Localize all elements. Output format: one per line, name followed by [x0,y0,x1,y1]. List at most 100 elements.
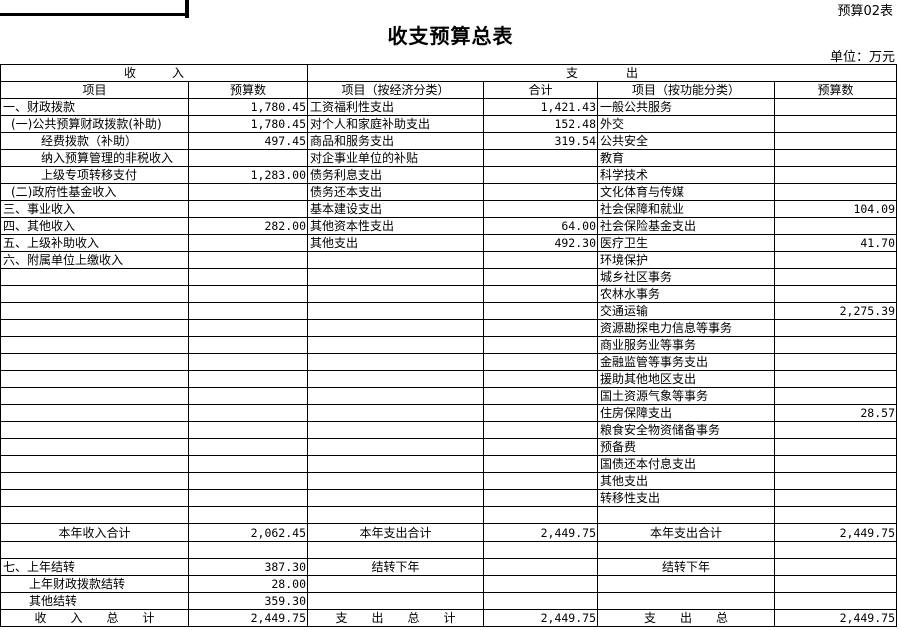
income-item-cell[interactable]: 一、财政拨款 [0,98,189,116]
func-amount-cell[interactable] [774,558,897,576]
econ-total-cell[interactable] [483,353,598,371]
econ-item-cell[interactable] [307,541,484,559]
econ-total-cell[interactable]: 1,421.43 [483,98,598,116]
income-item-cell[interactable] [0,421,189,439]
econ-item-cell[interactable] [307,268,484,286]
econ-item-cell[interactable]: 基本建设支出 [307,200,484,218]
func-item-cell[interactable]: 结转下年 [597,558,775,576]
func-item-cell[interactable]: 国债还本付息支出 [597,455,775,473]
income-item-cell[interactable]: (一)公共预算财政拨款(补助) [0,115,189,133]
econ-item-cell[interactable] [307,319,484,337]
func-item-cell[interactable]: 交通运输 [597,302,775,320]
income-amount-cell[interactable] [188,506,308,524]
income-amount-cell[interactable] [188,370,308,388]
income-item-cell[interactable]: 纳入预算管理的非税收入 [0,149,189,167]
econ-total-cell[interactable] [483,421,598,439]
func-item-cell[interactable]: 支 出 总 [597,609,775,627]
econ-item-cell[interactable] [307,404,484,422]
func-item-cell[interactable]: 教育 [597,149,775,167]
income-amount-cell[interactable] [188,541,308,559]
income-item-cell[interactable]: 经费拨款（补助） [0,132,189,150]
func-amount-cell[interactable] [774,541,897,559]
func-item-cell[interactable] [597,575,775,593]
econ-item-cell[interactable] [307,336,484,354]
func-item-cell[interactable]: 国土资源气象等事务 [597,387,775,405]
income-item-cell[interactable] [0,506,189,524]
income-item-cell[interactable] [0,541,189,559]
income-item-cell[interactable] [0,353,189,371]
income-item-cell[interactable] [0,404,189,422]
func-amount-cell[interactable] [774,455,897,473]
func-item-cell[interactable]: 住房保障支出 [597,404,775,422]
income-amount-cell[interactable] [188,234,308,252]
income-item-cell[interactable] [0,319,189,337]
income-item-cell[interactable]: 上级专项转移支付 [0,166,189,184]
econ-total-cell[interactable] [483,166,598,184]
func-amount-cell[interactable] [774,166,897,184]
func-amount-cell[interactable]: 41.70 [774,234,897,252]
func-amount-cell[interactable] [774,149,897,167]
income-item-cell[interactable]: 四、其他收入 [0,217,189,235]
income-item-cell[interactable] [0,387,189,405]
income-amount-cell[interactable] [188,251,308,269]
func-item-cell[interactable]: 本年支出合计 [597,523,775,542]
income-amount-cell[interactable]: 2,062.45 [188,523,308,542]
econ-total-cell[interactable] [483,506,598,524]
income-amount-cell[interactable] [188,404,308,422]
income-item-cell[interactable]: 六、附属单位上缴收入 [0,251,189,269]
income-item-cell[interactable]: 其他结转 [0,592,189,610]
income-item-cell[interactable] [0,285,189,303]
econ-total-cell[interactable] [483,472,598,490]
income-amount-cell[interactable]: 28.00 [188,575,308,593]
func-amount-cell[interactable] [774,251,897,269]
econ-total-cell[interactable] [483,285,598,303]
income-item-cell[interactable] [0,302,189,320]
income-amount-cell[interactable]: 359.30 [188,592,308,610]
econ-total-cell[interactable]: 319.54 [483,132,598,150]
income-amount-cell[interactable]: 497.45 [188,132,308,150]
econ-total-cell[interactable] [483,404,598,422]
func-amount-cell[interactable]: 2,449.75 [774,523,897,542]
income-item-cell[interactable]: (二)政府性基金收入 [0,183,189,201]
income-item-cell[interactable] [0,455,189,473]
func-item-cell[interactable]: 科学技术 [597,166,775,184]
econ-total-cell[interactable]: 2,449.75 [483,609,598,627]
econ-total-cell[interactable] [483,541,598,559]
econ-total-cell[interactable] [483,251,598,269]
econ-total-cell[interactable] [483,455,598,473]
econ-total-cell[interactable] [483,592,598,610]
income-amount-cell[interactable]: 1,780.45 [188,115,308,133]
econ-total-cell[interactable]: 2,449.75 [483,523,598,542]
func-item-cell[interactable]: 一般公共服务 [597,98,775,116]
econ-item-cell[interactable] [307,370,484,388]
income-item-cell[interactable]: 三、事业收入 [0,200,189,218]
income-amount-cell[interactable]: 2,449.75 [188,609,308,627]
income-amount-cell[interactable] [188,268,308,286]
func-amount-cell[interactable] [774,268,897,286]
income-item-cell[interactable] [0,438,189,456]
income-amount-cell[interactable] [188,319,308,337]
func-amount-cell[interactable] [774,387,897,405]
func-item-cell[interactable]: 资源勘探电力信息等事务 [597,319,775,337]
income-item-cell[interactable] [0,336,189,354]
func-amount-cell[interactable] [774,217,897,235]
econ-total-cell[interactable] [483,489,598,507]
income-amount-cell[interactable]: 1,780.45 [188,98,308,116]
func-amount-cell[interactable] [774,353,897,371]
func-item-cell[interactable] [597,506,775,524]
income-amount-cell[interactable] [188,302,308,320]
econ-item-cell[interactable] [307,472,484,490]
econ-item-cell[interactable]: 债务还本支出 [307,183,484,201]
func-item-cell[interactable]: 其他支出 [597,472,775,490]
func-item-cell[interactable] [597,592,775,610]
income-amount-cell[interactable]: 1,283.00 [188,166,308,184]
econ-total-cell[interactable]: 64.00 [483,217,598,235]
econ-item-cell[interactable] [307,353,484,371]
income-amount-cell[interactable] [188,387,308,405]
econ-item-cell[interactable]: 对企事业单位的补贴 [307,149,484,167]
income-item-cell[interactable] [0,268,189,286]
income-amount-cell[interactable] [188,149,308,167]
econ-item-cell[interactable] [307,387,484,405]
econ-item-cell[interactable] [307,302,484,320]
income-amount-cell[interactable] [188,438,308,456]
